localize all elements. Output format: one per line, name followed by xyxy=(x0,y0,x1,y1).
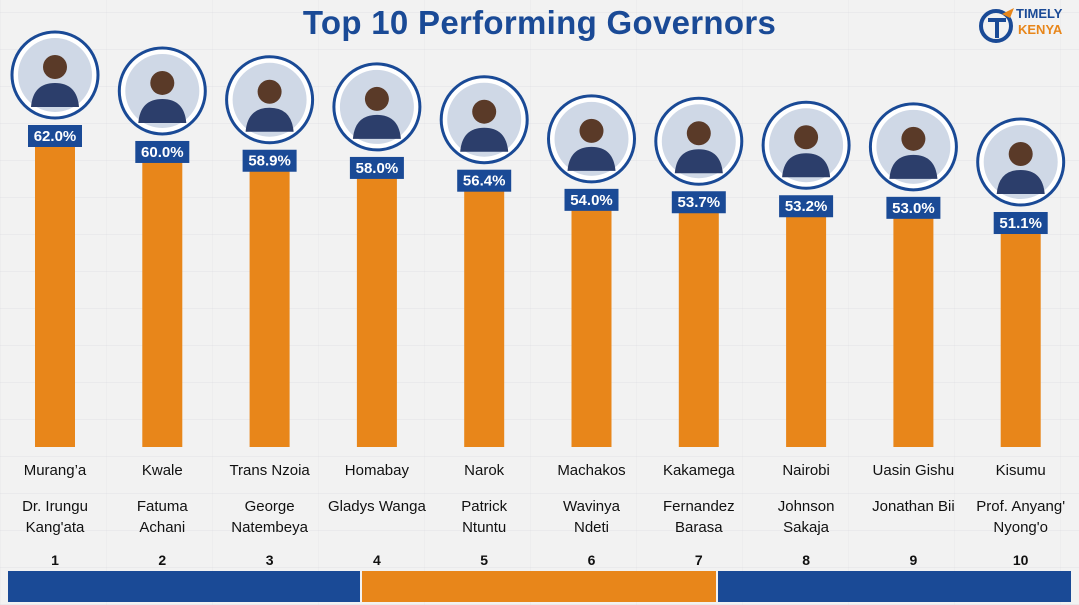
value-label-6: 54.0% xyxy=(570,192,613,209)
value-label-5: 56.4% xyxy=(463,173,506,190)
value-label-bg-10 xyxy=(993,212,1048,234)
bar-7 xyxy=(678,193,719,447)
rank-label: 6 xyxy=(587,552,596,568)
county-label: Kwale xyxy=(141,462,183,479)
value-label-10: 51.1% xyxy=(999,215,1042,232)
bar-9 xyxy=(893,198,934,447)
value-label-bg-8 xyxy=(779,195,834,218)
county-label: Uasin Gishu xyxy=(872,462,955,479)
rank-label: 10 xyxy=(1012,552,1029,568)
rank-label: 8 xyxy=(802,552,810,568)
value-label-7: 53.7% xyxy=(678,194,721,211)
value-label-bg-6 xyxy=(564,188,619,211)
governor-photo-icon xyxy=(761,100,851,190)
bar-8 xyxy=(786,197,827,447)
governor-photo-icon xyxy=(547,94,636,184)
bar-10 xyxy=(1000,214,1041,447)
logo-text-line1: TIMELY xyxy=(1016,6,1063,21)
county-label: Murang’a xyxy=(23,462,87,479)
value-label-3: 58.9% xyxy=(248,153,291,170)
value-label-bg-4 xyxy=(349,156,404,179)
value-label-bg-3 xyxy=(242,149,297,172)
rank-label: 4 xyxy=(372,552,381,568)
governor-name: Patrick Ntuntu xyxy=(461,498,508,536)
bar-3 xyxy=(249,151,290,448)
governor-photo-icon xyxy=(332,62,422,152)
governor-name: Fatuma Achani xyxy=(136,498,188,536)
governor-name: Wavinya Ndeti xyxy=(563,498,620,536)
value-label-bg-7 xyxy=(671,191,726,214)
rank-label: 1 xyxy=(51,552,59,568)
value-label-bg-5 xyxy=(457,169,512,192)
rank-label: 3 xyxy=(265,552,274,568)
footer-bar-center xyxy=(362,571,716,602)
value-label-8: 53.2% xyxy=(785,198,828,215)
governor-name: Jonathan Bii xyxy=(872,498,955,515)
logo-text-line2: KENYA xyxy=(1018,22,1063,37)
governor-name: Gladys Wanga xyxy=(327,498,426,515)
value-label-bg-9 xyxy=(886,196,941,219)
value-label-bg-2 xyxy=(135,140,190,163)
rank-label: 5 xyxy=(480,552,489,568)
bar-6 xyxy=(571,190,612,447)
governor-photo-icon xyxy=(10,30,100,120)
value-label-1: 62.0% xyxy=(34,128,77,145)
county-label: Narok xyxy=(464,462,505,479)
footer-bar-left xyxy=(8,571,360,602)
value-label-4: 58.0% xyxy=(356,160,399,177)
governor-name: Johnson Sakaja xyxy=(777,498,835,536)
footer-bar-right xyxy=(718,571,1071,602)
county-label: Kisumu xyxy=(995,462,1046,479)
rank-label: 2 xyxy=(158,552,167,568)
bar-1 xyxy=(35,127,75,447)
county-label: Machakos xyxy=(557,462,626,479)
value-label-2: 60.0% xyxy=(141,144,184,161)
governor-name: Prof. Anyang' Nyong'o xyxy=(976,498,1066,536)
governor-photo-icon xyxy=(225,55,315,145)
county-label: Trans Nzoia xyxy=(229,462,310,479)
governor-photo-icon xyxy=(117,46,207,136)
governor-name: Fernandez Barasa xyxy=(662,498,735,536)
governor-photo-icon xyxy=(439,75,529,165)
bar-4 xyxy=(356,158,397,447)
county-label: Kakamega xyxy=(662,462,735,479)
logo-icon xyxy=(979,8,1014,43)
governor-photo-icon xyxy=(654,96,744,186)
rank-label: 9 xyxy=(909,552,918,568)
governor-name: George Natembeya xyxy=(231,498,308,536)
governor-photo-icon xyxy=(868,102,958,192)
value-label-9: 53.0% xyxy=(892,200,935,217)
bar-2 xyxy=(142,142,183,447)
county-label: Homabay xyxy=(344,462,409,479)
chart-title: Top 10 Performing Governors xyxy=(302,4,777,41)
governor-name: Dr. Irungu Kang'ata xyxy=(22,498,88,536)
county-label: Nairobi xyxy=(782,462,830,479)
bar-5 xyxy=(464,171,505,447)
value-label-bg-1 xyxy=(28,125,82,147)
governor-photo-icon xyxy=(976,117,1066,207)
rank-label: 7 xyxy=(694,552,703,568)
